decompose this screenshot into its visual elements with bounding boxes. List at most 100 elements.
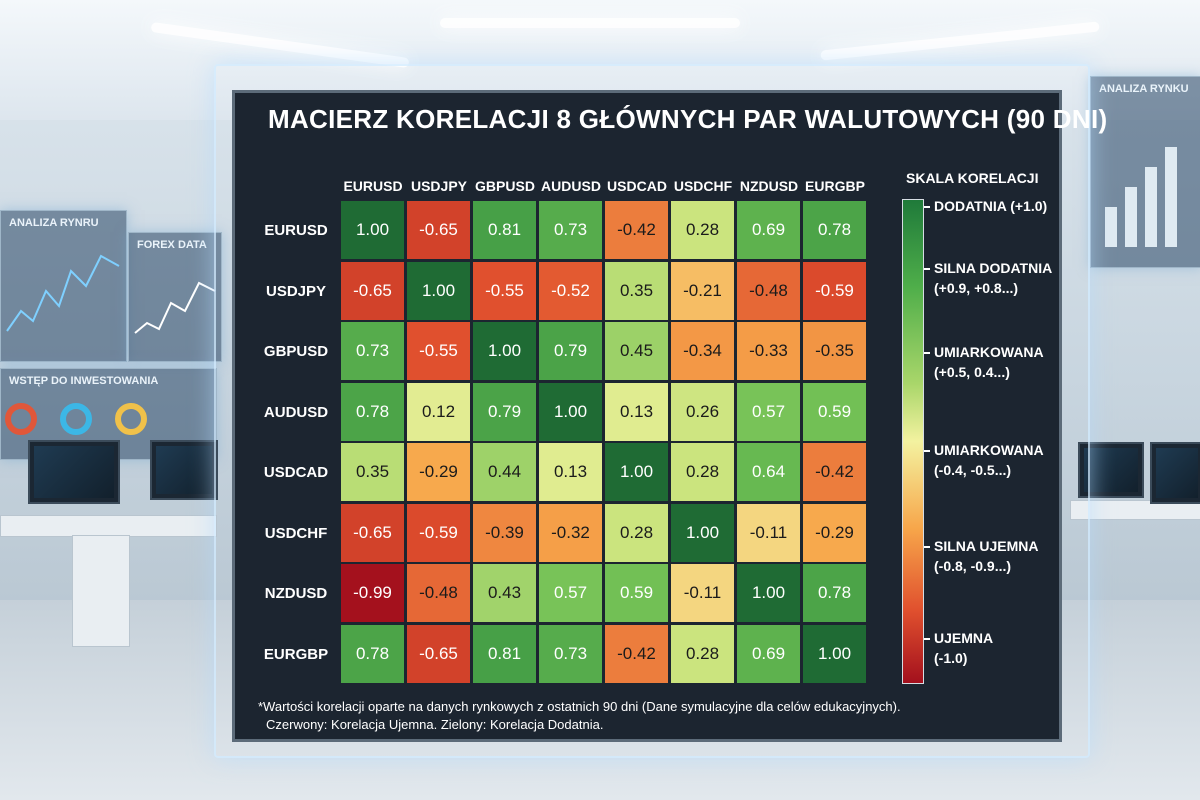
legend-tick (924, 450, 930, 452)
legend-label: UMIARKOWANA (+0.5, 0.4...) (934, 342, 1044, 382)
legend-label-line: UMIARKOWANA (934, 344, 1044, 360)
background-screen: ANALIZA RYNRU (0, 210, 127, 362)
heatmap-cell: 0.73 (538, 623, 603, 684)
line-chart-icon (134, 281, 216, 334)
heatmap-cell: 1.00 (406, 260, 471, 321)
heatmap-cell: -0.65 (406, 623, 471, 684)
bar-chart-icon (1105, 147, 1177, 247)
heatmap-cell: 0.28 (604, 502, 669, 563)
legend-tick (924, 546, 930, 548)
heatmap-cell: -0.55 (406, 321, 471, 381)
row-label: EURUSD (264, 222, 328, 239)
background-monitor (1150, 442, 1200, 504)
row-label: USDCAD (263, 464, 329, 481)
legend-label-line: UMIARKOWANA (934, 442, 1044, 458)
footnote: *Wartości korelacji oparte na danych ryn… (258, 698, 1038, 734)
legend-label-line: (-0.8, -0.9...) (934, 558, 1012, 574)
background-monitor (150, 440, 218, 500)
column-label: AUDUSD (541, 178, 601, 194)
legend-label: UJEMNA (-1.0) (934, 628, 993, 668)
heatmap-cell: 0.57 (538, 563, 603, 623)
legend-tick (924, 352, 930, 354)
heatmap-cell: 0.78 (340, 381, 405, 442)
column-label: USDJPY (410, 178, 468, 194)
row-label: USDCHF (264, 524, 328, 542)
legend-label: SILNA UJEMNA (-0.8, -0.9...) (934, 536, 1039, 576)
legend-label-line: (-0.4, -0.5...) (934, 462, 1012, 478)
heatmap-cell: 0.73 (538, 200, 603, 260)
heatmap-cell: -0.65 (406, 200, 471, 260)
heatmap-cell: 0.45 (604, 321, 669, 381)
heatmap-cell: 0.79 (538, 321, 603, 381)
heatmap-cell: 0.78 (802, 200, 867, 260)
heatmap-cell: 1.00 (340, 200, 405, 260)
legend-label-line: SILNA DODATNIA (934, 260, 1053, 276)
background-screen-title: ANALIZA RYNKU (1099, 83, 1189, 95)
legend-label: SILNA DODATNIA (+0.9, +0.8...) (934, 258, 1052, 298)
heatmap-cell: 0.13 (604, 381, 669, 442)
row-label: AUDUSD (263, 403, 329, 421)
display-frame-glow (214, 64, 1090, 758)
heatmap-cell: 1.00 (802, 623, 867, 684)
heatmap-cell: -0.11 (670, 563, 735, 623)
heatmap-cell: -0.65 (340, 502, 405, 563)
heatmap-cell: -0.35 (802, 321, 867, 381)
line-chart-icon (6, 254, 120, 332)
heatmap-cell: -0.48 (406, 563, 471, 623)
column-label: USDCAD (607, 178, 667, 194)
legend-title: SKALA KORELACJI (906, 170, 1039, 186)
background-screen-title: FOREX DATA (137, 239, 207, 251)
heatmap-cell: 1.00 (604, 442, 669, 502)
heatmap-cell: -0.29 (406, 442, 471, 502)
heatmap-cell: 0.28 (670, 623, 735, 684)
heatmap-cell: 0.81 (472, 623, 537, 684)
heatmap-cell: 0.28 (670, 442, 735, 502)
row-label: EURGBP (263, 645, 329, 663)
background-monitor (28, 440, 120, 504)
heatmap-cell: 0.26 (670, 381, 735, 442)
row-label: GBPUSD (263, 343, 329, 360)
heatmap-cell: 1.00 (538, 381, 603, 442)
heatmap-cell: 1.00 (736, 563, 801, 623)
heatmap-cell: 0.64 (736, 442, 801, 502)
heatmap-cell: -0.32 (538, 502, 603, 563)
heatmap-cell: 0.44 (472, 442, 537, 502)
heatmap-cell: 0.43 (472, 563, 537, 623)
heatmap-cell: 0.69 (736, 623, 801, 684)
heatmap-cell: -0.21 (670, 260, 735, 321)
heatmap-cell: -0.11 (736, 502, 801, 563)
row-label: NZDUSD (264, 585, 328, 602)
heatmap-cell: 0.13 (538, 442, 603, 502)
heatmap-cell: -0.65 (340, 260, 405, 321)
legend-label-line: UJEMNA (934, 630, 994, 646)
column-label: EURUSD (343, 178, 403, 194)
legend-label-line: SILNA UJEMNA (934, 538, 1039, 554)
legend-label-line: (+0.5, 0.4...) (934, 364, 1010, 380)
legend-label-line: (-1.0) (934, 650, 968, 666)
heatmap-cell: 0.12 (406, 381, 471, 442)
heatmap-cell: 0.73 (340, 321, 405, 381)
heatmap-cell: 0.78 (802, 563, 867, 623)
heatmap-cell: -0.33 (736, 321, 801, 381)
heatmap-cell: 0.57 (736, 381, 801, 442)
heatmap-cell: 0.35 (340, 442, 405, 502)
heatmap-cell: -0.42 (604, 200, 669, 260)
heatmap-cell: 0.28 (670, 200, 735, 260)
donut-chart-icon (5, 403, 147, 435)
legend-label: DODATNIA (+1.0) (934, 196, 1047, 216)
column-label: USDCHF (673, 178, 733, 194)
column-label: EURGBP (805, 178, 865, 194)
desk (0, 515, 217, 537)
heatmap-cell: 0.59 (802, 381, 867, 442)
heatmap-cell: -0.59 (802, 260, 867, 321)
background-screen: ANALIZA RYNKU (1090, 76, 1200, 268)
heatmap-cell: -0.48 (736, 260, 801, 321)
footnote-line: *Wartości korelacji oparte na danych ryn… (258, 699, 901, 714)
legend-label-line: (+0.9, +0.8...) (934, 280, 1019, 296)
desk (1070, 500, 1200, 520)
heatmap-cell: -0.59 (406, 502, 471, 563)
heatmap-cell: -0.52 (538, 260, 603, 321)
legend-tick (924, 268, 930, 270)
background-screen-title: ANALIZA RYNRU (9, 217, 99, 229)
legend-tick (924, 206, 930, 208)
